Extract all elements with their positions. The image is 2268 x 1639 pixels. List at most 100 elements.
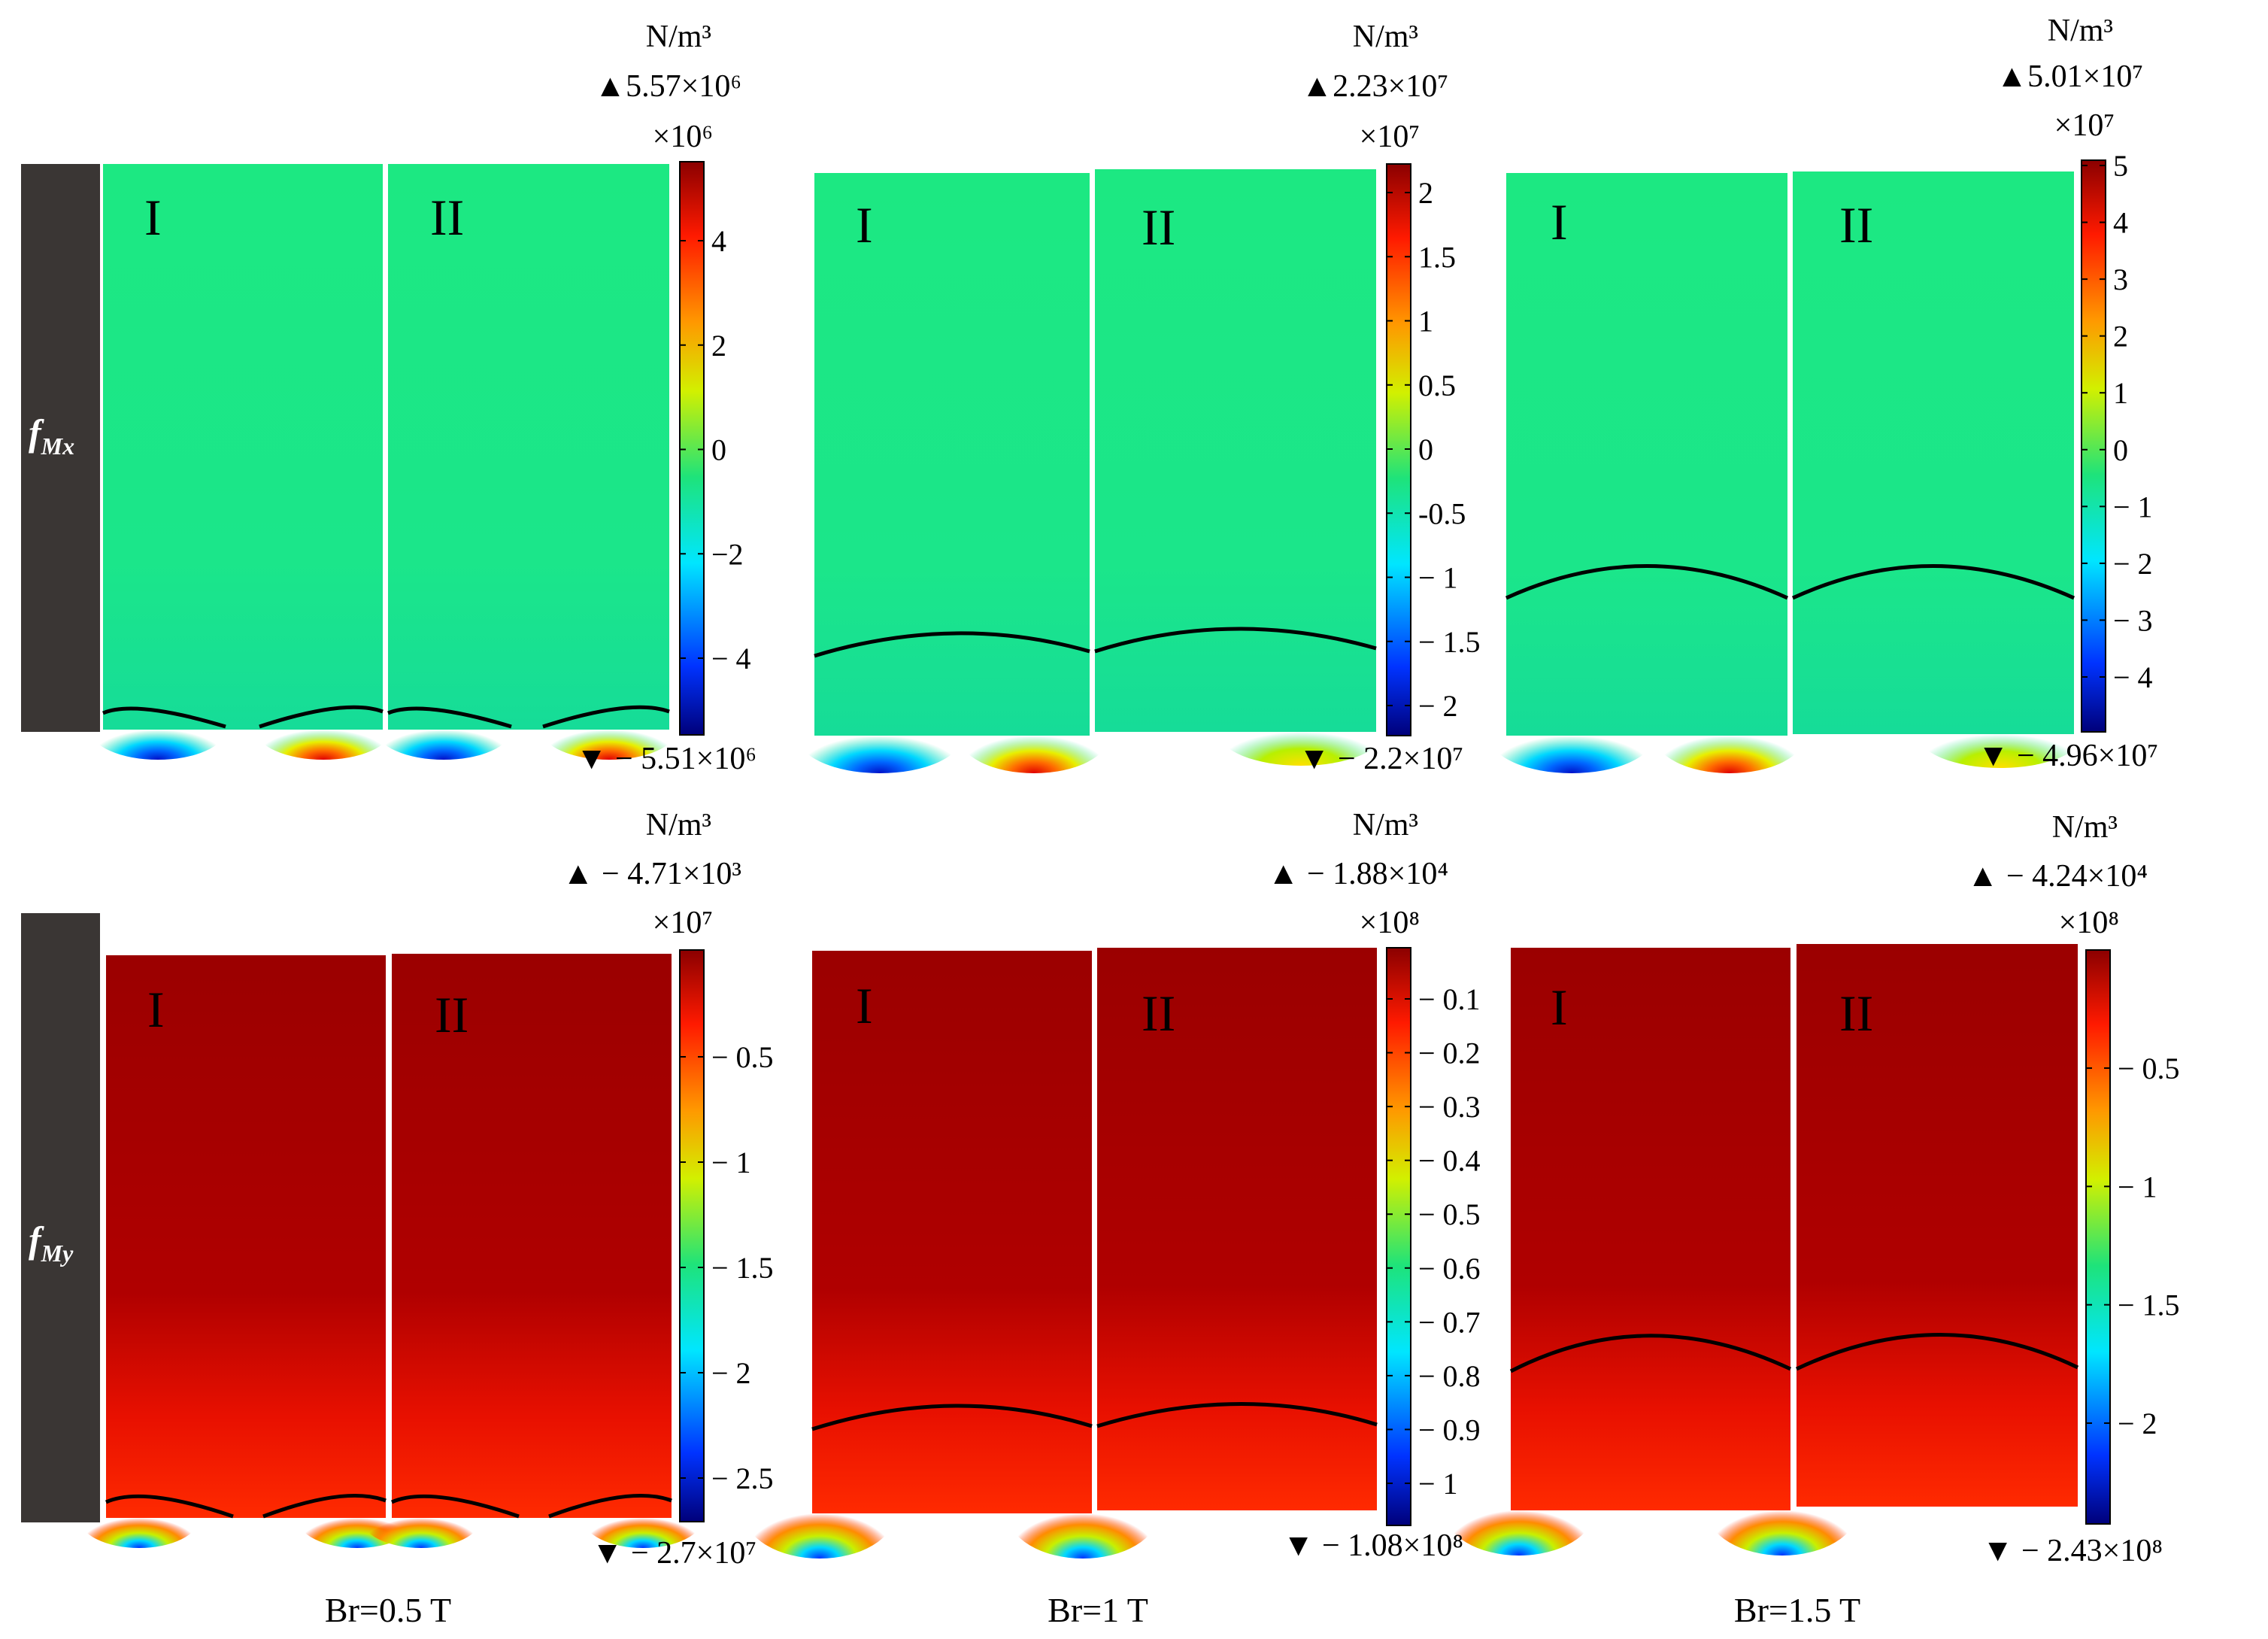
field-spot: [256, 700, 391, 760]
plot-region-i: [103, 164, 383, 730]
colorbar-tick-label: − 0.2: [1418, 1037, 1481, 1070]
colorbar-unit: N/m³: [2052, 810, 2118, 845]
panel-fmy-br05: [79, 954, 703, 1548]
colorbar-min-label: ▼ − 4.96×10⁷: [1978, 739, 2158, 773]
colorbar-fmx-br15: [2081, 159, 2106, 733]
colorbar-tick-label: −2: [711, 537, 744, 571]
colorbar-unit: N/m³: [646, 20, 711, 54]
colorbar-tick-label: − 0.5: [711, 1040, 774, 1074]
colorbar-tick-label: 2: [1418, 176, 1433, 210]
region-label-ii: II: [1839, 985, 1873, 1042]
interface-curve: [811, 1402, 1378, 1431]
field-spot: [1008, 1468, 1158, 1559]
colorbar-tick-label: − 0.8: [1418, 1359, 1481, 1393]
plot-region-i: [1511, 948, 1790, 1510]
colorbar-tick-label: − 1: [2113, 490, 2153, 524]
colorbar-tick-label: 1.5: [1418, 240, 1456, 274]
colorbar-tick-label: − 2: [2113, 547, 2153, 581]
colorbar-tick-label: -0.5: [1418, 496, 1466, 530]
plot-region-ii: [1097, 948, 1377, 1510]
interface-curve: [814, 627, 1377, 658]
field-spot: [1444, 1465, 1594, 1556]
colorbar-max-label: ▲ − 4.24×10⁴: [1967, 859, 2148, 894]
colorbar-tick-label: 0.5: [1418, 369, 1456, 402]
colorbar-tick-label: 2: [2113, 320, 2128, 354]
colorbar-unit: N/m³: [1353, 808, 1418, 842]
colorbar-min-label: ▼ − 1.08×10⁸: [1283, 1528, 1463, 1563]
colorbar-unit: N/m³: [2048, 14, 2113, 48]
colorbar-tick-label: − 2: [711, 1356, 751, 1390]
colorbar-unit: N/m³: [1353, 20, 1418, 54]
plot-region-ii: [1797, 944, 2078, 1507]
interface-curve: [105, 1493, 672, 1519]
colorbar-tick-label: − 1: [1418, 1467, 1458, 1501]
region-label-i: I: [1551, 193, 1568, 250]
plot-region-i: [106, 955, 386, 1518]
region-label-i: I: [856, 977, 873, 1034]
panel-fmx-br15: [1489, 171, 2083, 773]
colorbar-tick-label: − 1: [711, 1146, 751, 1179]
panel-fmy-br15: [1444, 944, 2079, 1556]
colorbar-max-label: ▲5.57×10⁶: [595, 69, 741, 104]
colorbar-fmy-br1: [1386, 947, 1411, 1526]
colorbar-multiplier: ×10⁷: [2054, 108, 2115, 143]
colorbar-min-label: ▼ − 2.7×10⁷: [592, 1536, 757, 1571]
colorbar-tick-label: − 2: [1418, 689, 1458, 723]
region-label-i: I: [144, 189, 162, 246]
colorbar-tick-label: − 1: [2118, 1170, 2157, 1203]
colorbar-tick-label: 3: [2113, 263, 2128, 296]
field-spot: [1218, 698, 1384, 766]
region-label-i: I: [147, 981, 165, 1038]
colorbar-min-label: ▼ − 2.43×10⁸: [1982, 1534, 2163, 1568]
colorbar-tick-label: 1: [1418, 305, 1433, 338]
field-spot: [541, 700, 677, 760]
panel-fmx-br05: [90, 164, 677, 760]
field-spot: [90, 700, 226, 760]
colorbar-max-label: ▲ − 4.71×10³: [562, 857, 741, 891]
colorbar-max-label: ▲2.23×10⁷: [1302, 69, 1448, 104]
plot-region-ii: [1793, 171, 2074, 734]
field-spot: [1918, 700, 2083, 768]
plot-region-ii: [392, 954, 672, 1518]
colorbar-multiplier: ×10⁶: [653, 120, 713, 154]
colorbar-tick-label: − 0.4: [1418, 1144, 1481, 1178]
field-spot: [1489, 698, 1654, 773]
region-label-ii: II: [1142, 199, 1175, 256]
colorbar-tick-label: − 0.6: [1418, 1252, 1481, 1285]
field-spot: [361, 1488, 481, 1548]
colorbar-tick-label: − 0.5: [1418, 1197, 1481, 1231]
row-label-bar-fmy: [21, 913, 100, 1522]
colorbar-tick-label: − 4: [711, 642, 751, 675]
caption-br1: Br=1 T: [1048, 1591, 1148, 1629]
colorbar-multiplier: ×10⁷: [1360, 120, 1420, 154]
panel-fmx-br1: [797, 169, 1384, 773]
colorbar-tick-label: − 4: [2113, 660, 2153, 694]
row-label-fmx: fMx: [29, 411, 74, 460]
plot-region-ii: [388, 164, 669, 730]
caption-br05: Br=0.5 T: [325, 1591, 451, 1629]
colorbar-fmy-br15: [2085, 949, 2111, 1525]
colorbar-min-label: ▼ − 2.2×10⁷: [1299, 742, 1463, 776]
region-label-i: I: [1551, 979, 1568, 1036]
row-label-fmy: fMy: [29, 1219, 74, 1267]
colorbar-tick-label: − 2: [2118, 1407, 2157, 1440]
plot-region-i: [1506, 173, 1787, 736]
colorbar-tick-label: 5: [2113, 149, 2128, 183]
region-label-ii: II: [430, 189, 464, 246]
colorbar-min-label: ▼ − 5.51×10⁶: [576, 742, 757, 776]
interface-curve: [1505, 564, 2075, 600]
plot-region-ii: [1095, 169, 1376, 732]
region-label-i: I: [856, 196, 873, 253]
interface-curve: [102, 705, 670, 729]
colorbar-tick-label: − 2.5: [711, 1461, 774, 1495]
colorbar-tick-label: − 0.5: [2118, 1052, 2180, 1085]
field-spot: [959, 698, 1109, 773]
region-label-ii: II: [1839, 196, 1873, 253]
plot-region-i: [812, 951, 1092, 1513]
caption-br15: Br=1.5 T: [1734, 1591, 1860, 1629]
colorbar-multiplier: ×10⁸: [2059, 906, 2119, 940]
colorbar-tick-label: − 1.5: [711, 1251, 774, 1285]
colorbar-multiplier: ×10⁷: [653, 906, 713, 940]
panel-fmy-br1: [744, 948, 1378, 1559]
